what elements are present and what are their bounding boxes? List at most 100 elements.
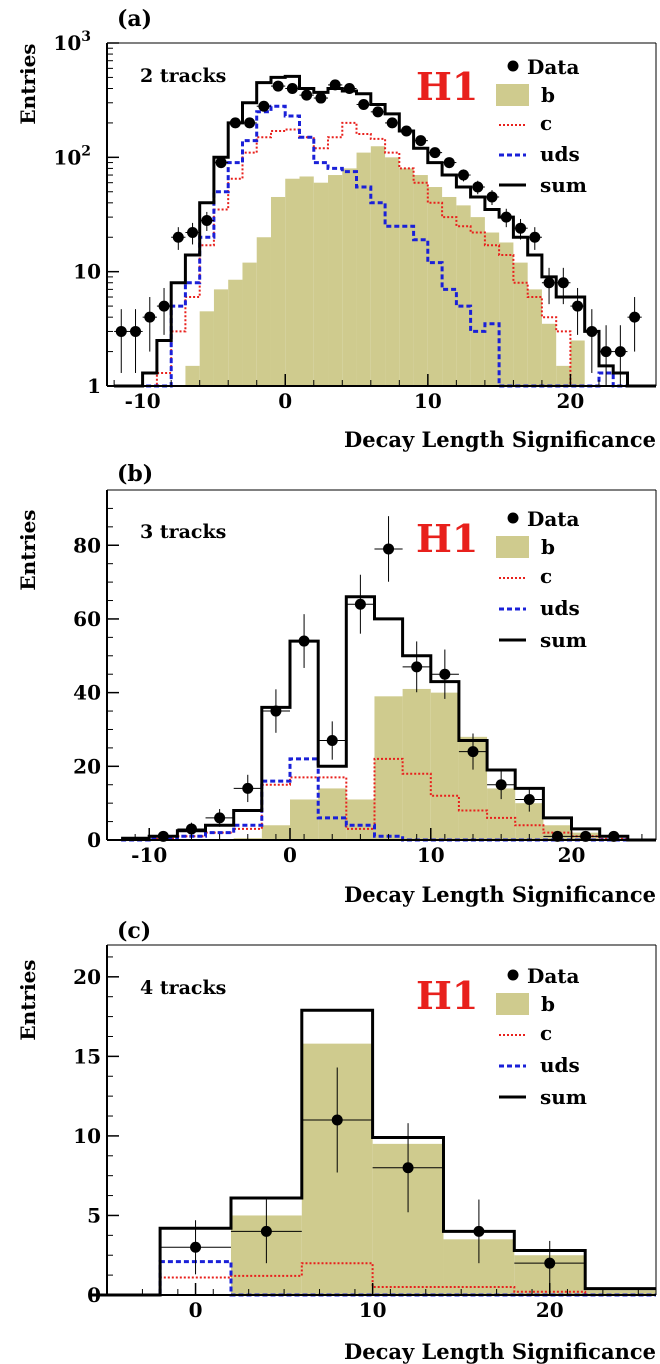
h1-logo: H1: [416, 516, 478, 561]
data-marker: [495, 779, 507, 791]
legend: Data b c uds sum: [496, 964, 587, 1109]
data-marker: [272, 80, 284, 92]
data-marker: [190, 1241, 202, 1253]
panel-label: (c): [117, 918, 151, 944]
data-marker: [557, 277, 569, 289]
data-marker: [298, 635, 310, 647]
data-marker: [301, 89, 313, 101]
data-point: [328, 79, 343, 91]
data-point: [256, 100, 271, 112]
legend-sum-label: sum: [540, 173, 587, 197]
data-marker: [358, 98, 370, 110]
data-point: [598, 325, 614, 386]
data-marker: [515, 222, 527, 234]
b-bar: [342, 168, 357, 386]
b-bar: [318, 788, 347, 840]
data-marker: [411, 661, 423, 673]
x-tick-label: 0: [189, 1298, 203, 1322]
data-marker: [214, 812, 226, 824]
data-marker: [457, 169, 469, 181]
b-bar: [456, 205, 471, 386]
data-point: [199, 211, 214, 231]
y-axis-label: Entries: [16, 959, 40, 1040]
legend-data-marker: [507, 512, 519, 524]
data-marker: [172, 231, 184, 243]
b-bar: [427, 187, 443, 386]
y-axis-label: Entries: [16, 43, 40, 124]
legend-b-swatch: [496, 993, 529, 1015]
legend-c-label: c: [540, 111, 552, 135]
plot-area: -10 0 10 20 0 20 40 60 80: [73, 489, 657, 867]
data-marker: [467, 746, 479, 758]
plot-area: 0 10 20 0 5 10 15 20: [73, 944, 657, 1322]
legend: Data b c uds sum: [496, 507, 587, 652]
x-axis-label: Decay Length Significance: [344, 882, 656, 907]
data-point: [301, 1067, 373, 1173]
data-point: [171, 227, 186, 250]
y-tick-label: 1: [87, 374, 101, 398]
data-marker: [326, 735, 338, 747]
y-tick-label: 15: [73, 1044, 101, 1068]
b-bar: [385, 157, 400, 386]
c-histogram-line: [89, 1262, 656, 1296]
legend-b-label: b: [541, 992, 555, 1016]
x-tick-label: 10: [359, 1298, 387, 1322]
data-marker: [201, 215, 213, 227]
data-marker: [439, 668, 451, 680]
data-point: [456, 169, 471, 182]
b-bar: [513, 262, 528, 386]
data-marker: [600, 346, 612, 358]
x-axis-label: Decay Length Significance: [344, 427, 656, 452]
b-bar: [256, 237, 271, 386]
y-tick-label: 10: [73, 1124, 101, 1148]
h1-logo: H1: [416, 64, 478, 109]
b-bar: [242, 262, 257, 386]
data-marker: [329, 79, 341, 91]
legend-data-label: Data: [527, 507, 580, 531]
x-tick-label: 10: [414, 389, 442, 413]
b-bar: [356, 152, 371, 386]
data-marker: [331, 1114, 343, 1126]
data-marker: [260, 1225, 272, 1237]
data-point: [228, 117, 243, 129]
b-bar: [556, 365, 571, 386]
legend: Data b c uds sum: [496, 55, 587, 197]
data-marker: [115, 325, 127, 337]
legend-b-label: b: [541, 83, 555, 107]
x-tick-label: -10: [131, 843, 167, 867]
data-point: [230, 1199, 302, 1264]
data-point: [177, 822, 206, 836]
data-point: [556, 267, 571, 305]
x-tick-label: 20: [536, 1298, 564, 1322]
data-point: [527, 227, 542, 250]
x-axis-label: Decay Length Significance: [344, 1339, 656, 1364]
data-point: [541, 267, 557, 305]
b-bar: [213, 289, 229, 386]
data-point: [570, 287, 585, 335]
y-axis-label: Entries: [16, 509, 40, 590]
b-bar: [585, 1290, 656, 1295]
legend-uds-label: uds: [540, 596, 580, 620]
b-bar: [199, 311, 214, 386]
data-marker: [270, 705, 282, 717]
x-tick-label: 0: [283, 843, 297, 867]
b-bar: [346, 799, 375, 840]
data-marker: [523, 793, 535, 805]
data-point: [205, 809, 234, 827]
b-bar: [328, 175, 343, 386]
data-point: [499, 208, 514, 228]
data-marker: [386, 117, 398, 129]
b-bar: [228, 279, 243, 386]
data-point: [514, 1240, 586, 1286]
data-marker: [529, 231, 541, 243]
data-point: [515, 787, 544, 812]
legend-data-marker: [507, 60, 519, 72]
x-tick-label: 0: [278, 389, 292, 413]
panel-label: (a): [117, 6, 152, 32]
data-point: [313, 92, 329, 104]
legend-c-label: c: [540, 564, 552, 588]
data-marker: [286, 82, 298, 94]
y-tick-label: 60: [73, 607, 101, 631]
data-point: [613, 325, 628, 386]
b-bar: [402, 688, 431, 840]
